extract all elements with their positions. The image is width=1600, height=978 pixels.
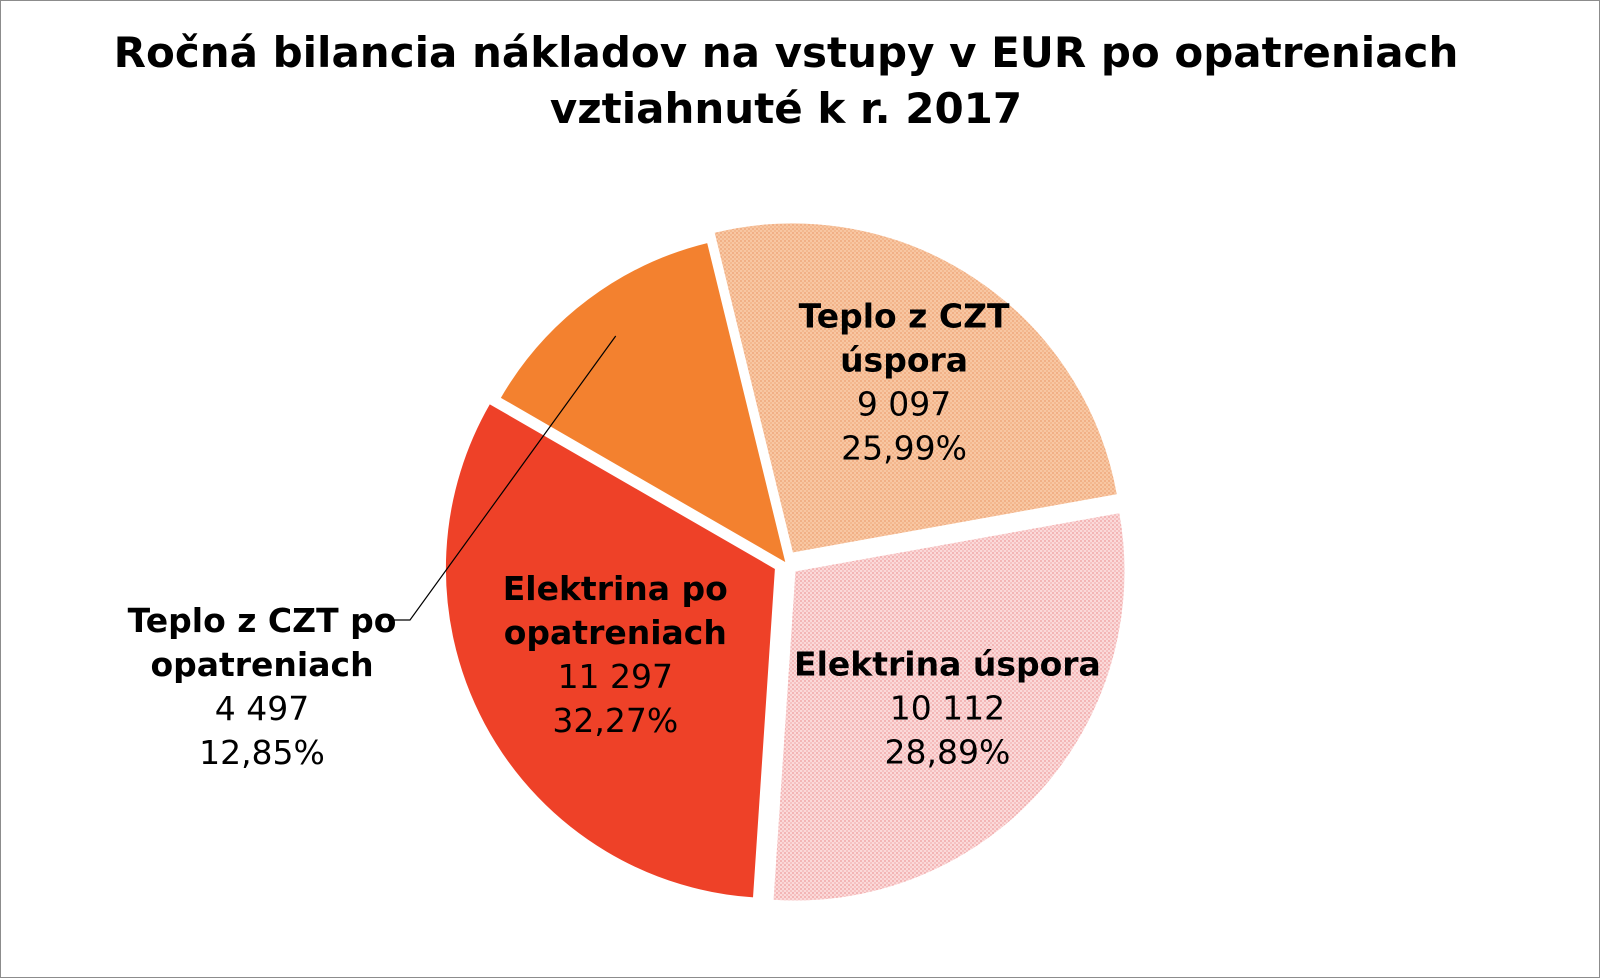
slice-1-label-value_label: 11 297 [558, 657, 673, 696]
slice-3-label-percent_label: 25,99% [841, 428, 967, 467]
slice-4-label-percent_label: 12,85% [199, 733, 325, 772]
slice-2-label-percent_label: 28,89% [885, 732, 1011, 771]
slice-3-label-name-0: Teplo z CZT [799, 296, 1010, 335]
chart-title-line-2: vztiahnuté k r. 2017 [549, 84, 1023, 133]
leader-lines [388, 335, 617, 621]
slice-3-label-name-1: úspora [840, 340, 968, 379]
pie-slice-4 [499, 241, 787, 565]
leader-line-4 [388, 335, 617, 621]
pie-slice-1 [444, 402, 776, 899]
chart-title: Ročná bilancia nákladov na vstupy v EUR … [1, 25, 1571, 137]
slice-4-label-name-1: opatreniach [150, 645, 373, 684]
pie-slices [444, 222, 1126, 902]
slice-2-label-name-0: Elektrina úspora [794, 644, 1101, 683]
slice-3-label-value_label: 9 097 [857, 384, 951, 423]
slice-2-label-value_label: 10 112 [890, 688, 1005, 727]
slice-4-label-name-0: Teplo z CZT po [128, 601, 397, 640]
chart-title-line-1: Ročná bilancia nákladov na vstupy v EUR … [113, 28, 1459, 77]
slice-labels: Elektrina po opatreniach 11 297 32,27% Elekt… [128, 296, 1101, 772]
slice-1-label-name-1: opatreniach [504, 613, 727, 652]
slice-1-label-name-0: Elektrina po [503, 569, 728, 608]
slice-1-label-percent_label: 32,27% [552, 701, 678, 740]
pie-slice-3 [713, 222, 1118, 554]
pie-slice-2 [772, 512, 1126, 902]
slice-4-label-value_label: 4 497 [215, 689, 309, 728]
